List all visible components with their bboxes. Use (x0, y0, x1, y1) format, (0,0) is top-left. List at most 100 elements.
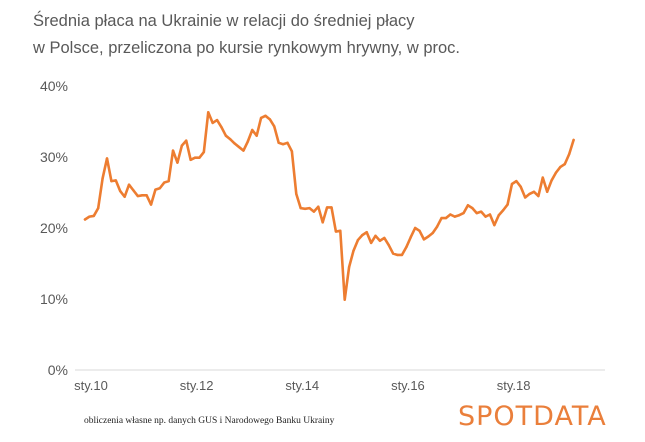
series-point (453, 215, 456, 218)
series-point (123, 195, 126, 198)
series-point (180, 144, 184, 147)
series-point (237, 145, 241, 149)
series-point (387, 243, 390, 247)
series-point (497, 214, 500, 217)
series-point (299, 206, 302, 210)
series-point (325, 206, 329, 209)
series-point (163, 181, 166, 184)
series-point (541, 176, 544, 179)
series-point (127, 183, 131, 186)
series-point (356, 238, 360, 242)
series-point (193, 156, 197, 159)
series-point (501, 209, 505, 212)
series-point (255, 134, 258, 137)
y-axis-tick-labels: 0% 10% 20% 30% 40% (40, 78, 68, 378)
series-line-wage-ratio (83, 110, 575, 302)
series-point (88, 215, 91, 218)
series-point (365, 231, 368, 234)
series-point (259, 116, 263, 120)
brand-name: SPOTDATA (458, 401, 607, 432)
series-point (119, 189, 122, 193)
series-point (189, 158, 192, 162)
series-point (215, 118, 219, 122)
series-point (154, 188, 157, 191)
series-point (440, 216, 443, 220)
series-point (211, 121, 214, 125)
series-point (396, 253, 399, 257)
series-point (220, 125, 223, 129)
series-point (176, 161, 179, 164)
series-point (229, 138, 232, 141)
series-point (149, 203, 153, 206)
series-point (268, 118, 272, 121)
series-point (110, 179, 113, 183)
series-point (286, 141, 289, 144)
series-point (264, 114, 267, 118)
y-tick-label: 0% (48, 362, 68, 378)
series-point (273, 125, 276, 128)
y-tick-label: 30% (40, 149, 68, 165)
series-point (361, 233, 364, 237)
series-point (92, 214, 96, 218)
series-point (466, 204, 470, 207)
series-point (462, 211, 465, 215)
series-point (114, 179, 118, 182)
series-point (369, 241, 373, 245)
series-points (83, 111, 575, 301)
series-point (347, 265, 351, 269)
series-point (519, 185, 522, 189)
series-point (321, 221, 324, 224)
x-axis-tick-labels: sty.10 sty.12 sty.14 sty.16 sty.18 (74, 378, 530, 393)
series-point (449, 213, 452, 216)
series-point (224, 134, 228, 137)
series-point (97, 206, 100, 210)
series-point (405, 245, 408, 249)
chart-title-line-2: w Polsce, przeliczona po kursie rynkowym… (33, 39, 461, 57)
x-tick-label: sty.10 (74, 378, 108, 393)
chart-title: Średnia płaca na Ukrainie w relacji do ś… (33, 8, 633, 62)
x-tick-label: sty.12 (180, 378, 214, 393)
series-point (528, 192, 531, 196)
series-point (145, 194, 148, 197)
series-point (202, 150, 206, 154)
series-point (444, 216, 448, 220)
series-point (554, 171, 558, 174)
series-point (431, 231, 434, 235)
series-point (493, 223, 496, 227)
series-point (479, 210, 483, 213)
series-point (374, 234, 377, 238)
series-point (317, 205, 320, 208)
y-tick-label: 40% (40, 78, 68, 94)
series-point (233, 142, 236, 145)
series-point (334, 230, 338, 233)
series-point (515, 179, 518, 183)
x-tick-label: sty.16 (391, 378, 425, 393)
series-point (101, 177, 104, 180)
series-point (295, 192, 298, 196)
series-point (572, 138, 575, 142)
source-note: obliczenia własne np. danych GUS i Narod… (84, 416, 335, 426)
series-point (457, 214, 461, 217)
series-point (171, 149, 175, 152)
series-point (435, 225, 439, 228)
series-point (545, 190, 549, 193)
series-point (343, 298, 346, 301)
series-point (141, 194, 144, 197)
series-point (383, 236, 386, 240)
series-point (506, 203, 509, 206)
series-point (185, 139, 188, 142)
series-point (277, 141, 280, 144)
series-point (488, 213, 492, 216)
series-point (510, 182, 514, 186)
series-point (207, 111, 210, 114)
series-point (378, 239, 382, 242)
series-point (105, 157, 109, 160)
series-point (409, 236, 412, 239)
series-point (136, 194, 140, 198)
series-point (475, 211, 478, 215)
series-point (471, 206, 474, 210)
series-point (567, 152, 571, 156)
series-point (339, 229, 342, 233)
y-tick-label: 20% (40, 220, 68, 236)
